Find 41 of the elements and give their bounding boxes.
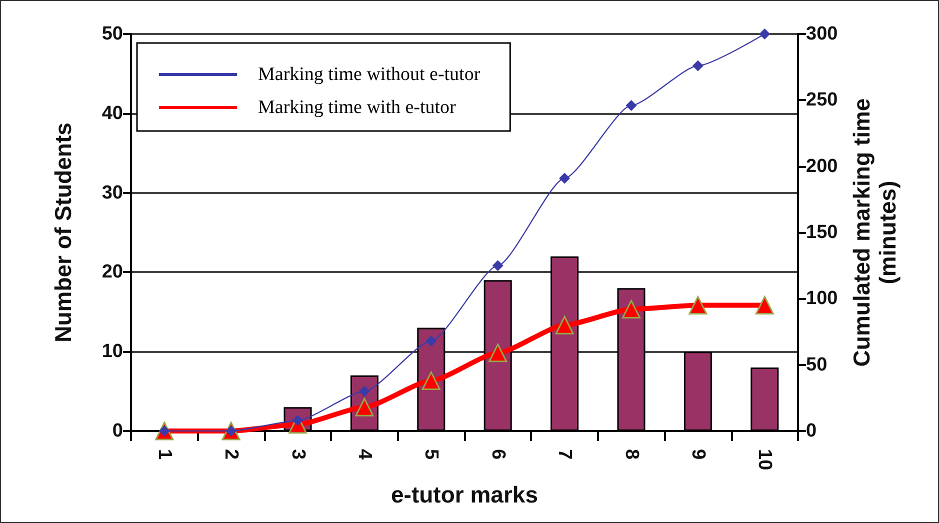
point: [488, 344, 508, 362]
point: [759, 28, 770, 40]
y2-tick-label: 200: [806, 156, 838, 177]
point: [622, 300, 640, 319]
x-tick-label: 6: [487, 449, 508, 460]
x-tick-label: 9: [687, 449, 708, 460]
x-tick-label: 4: [354, 449, 375, 460]
point: [755, 296, 774, 315]
x-tick-label: 5: [420, 449, 442, 460]
legend-label: Marking time with e-tutor: [258, 97, 457, 118]
y2-tick-label: 250: [806, 90, 838, 111]
point: [422, 371, 440, 390]
y-tick-label: 50: [102, 24, 123, 44]
point: [688, 296, 708, 315]
y-tick-label: 20: [102, 262, 123, 283]
x-tick-label: 3: [287, 449, 308, 460]
y2-tick-label: 0: [806, 420, 817, 442]
point: [555, 316, 574, 334]
y2-tick-label: 50: [806, 354, 828, 376]
y-tick-label: 0: [112, 420, 123, 442]
point: [559, 172, 570, 184]
x-tick-label: 1: [154, 449, 175, 460]
y2-tick-label: 150: [806, 222, 838, 243]
x-tick-label: 10: [754, 449, 776, 470]
x-tick-label: 8: [620, 449, 642, 460]
y-tick-label: 10: [102, 341, 123, 362]
point: [492, 260, 504, 272]
x-tick-label: 7: [554, 449, 576, 460]
point: [426, 336, 437, 347]
y2-axis-title: Cumulated marking time (minutes): [848, 98, 901, 367]
legend-label: Marking time without e-tutor: [258, 64, 481, 85]
y2-tick-label: 100: [806, 288, 838, 310]
y2-tick-label: 300: [806, 24, 838, 44]
y-tick-label: 40: [102, 102, 123, 124]
y-tick-label: 30: [102, 182, 123, 204]
point: [358, 386, 370, 397]
x-tick-label: 2: [220, 449, 242, 460]
x-axis-title: e-tutor marks: [391, 482, 538, 508]
y-axis-title: Number of Students: [50, 122, 76, 342]
point: [692, 60, 704, 72]
point: [626, 100, 637, 111]
